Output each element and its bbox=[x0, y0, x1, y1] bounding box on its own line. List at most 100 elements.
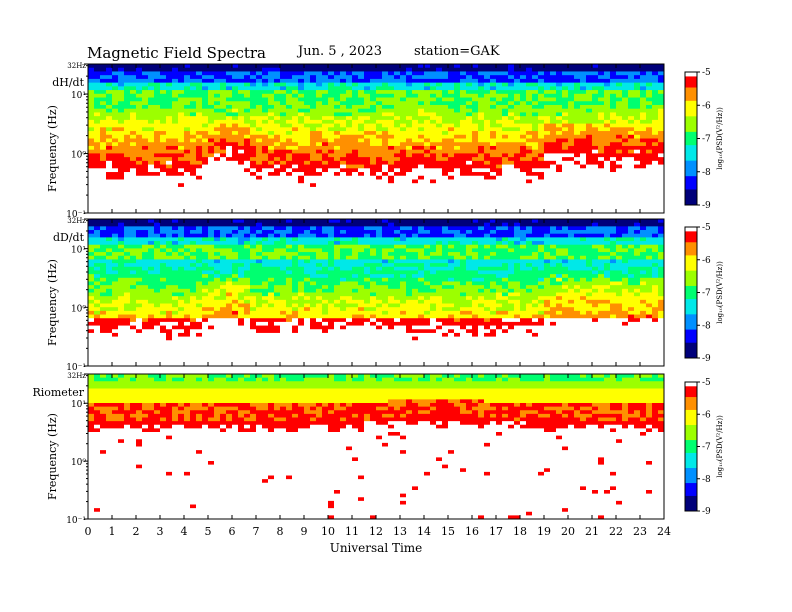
spectrogram-cell bbox=[376, 71, 383, 76]
spectrogram-cell bbox=[646, 119, 653, 125]
spectrogram-cell bbox=[370, 97, 377, 102]
spectrogram-cell bbox=[226, 198, 233, 203]
spectrogram-cell bbox=[322, 186, 329, 192]
spectrogram-cell bbox=[292, 198, 299, 203]
spectrogram-cell bbox=[208, 255, 215, 260]
spectrogram-cell bbox=[442, 186, 449, 192]
spectrogram-cell bbox=[100, 172, 107, 177]
spectrogram-cell bbox=[142, 108, 149, 113]
spectrogram-cell bbox=[172, 164, 179, 169]
spectrogram-cell bbox=[478, 75, 485, 80]
spectrogram-cell bbox=[406, 104, 413, 110]
spectrogram-cell bbox=[532, 82, 539, 87]
spectrogram-cell bbox=[202, 175, 209, 180]
spectrogram-cell bbox=[430, 90, 437, 95]
spectrogram-cell bbox=[496, 119, 503, 125]
spectrogram-cell bbox=[568, 183, 575, 188]
spectrogram-cell bbox=[388, 97, 395, 102]
spectrogram-cell bbox=[562, 127, 569, 132]
spectrogram-cell bbox=[118, 205, 125, 210]
spectrogram-cell bbox=[634, 119, 641, 125]
spectrogram-cell bbox=[130, 179, 137, 184]
spectrogram-cell bbox=[352, 97, 359, 102]
spectrogram-cell bbox=[226, 90, 233, 95]
spectrogram-cell bbox=[154, 285, 161, 290]
spectrogram-cell bbox=[214, 194, 221, 199]
spectrogram-cell bbox=[142, 292, 149, 297]
spectrogram-cell bbox=[400, 93, 407, 98]
spectrogram-cell bbox=[442, 164, 449, 169]
colorbar-cell bbox=[685, 85, 697, 89]
spectrogram-cell bbox=[316, 164, 323, 169]
spectrogram-cell bbox=[118, 285, 125, 290]
spectrogram-cell bbox=[634, 205, 641, 210]
spectrogram-cell bbox=[166, 142, 173, 147]
spectrogram-cell bbox=[154, 179, 161, 184]
spectrogram-cell bbox=[130, 142, 137, 147]
spectrogram-cell bbox=[208, 78, 215, 84]
spectrogram-cell bbox=[586, 183, 593, 188]
spectrogram-cell bbox=[634, 97, 641, 102]
spectrogram-cell bbox=[106, 281, 113, 286]
spectrogram-cell bbox=[130, 131, 137, 136]
spectrogram-cell bbox=[214, 164, 221, 169]
spectrogram-cell bbox=[196, 351, 203, 356]
spectrogram-cell bbox=[244, 179, 251, 184]
spectrogram-cell bbox=[88, 119, 95, 125]
spectrogram-cell bbox=[130, 362, 137, 367]
spectrogram-cell bbox=[190, 97, 197, 102]
panel-label: dH/dt bbox=[52, 76, 84, 89]
spectrogram-cell bbox=[100, 336, 107, 341]
spectrogram-cell bbox=[178, 288, 185, 293]
spectrogram-cell bbox=[472, 209, 479, 214]
spectrogram-cell bbox=[172, 274, 179, 279]
spectrogram-cell bbox=[604, 90, 611, 95]
spectrogram-cell bbox=[292, 160, 299, 165]
spectrogram-cell bbox=[358, 149, 365, 154]
spectrogram-cell bbox=[496, 183, 503, 188]
spectrogram-cell bbox=[214, 160, 221, 165]
spectrogram-cell bbox=[220, 219, 227, 224]
spectrogram-cell bbox=[94, 340, 101, 345]
spectrogram-cell bbox=[622, 164, 629, 169]
spectrogram-cell bbox=[166, 252, 173, 257]
spectrogram-cell bbox=[184, 274, 191, 279]
spectrogram-cell bbox=[484, 179, 491, 184]
spectrogram-cell bbox=[520, 142, 527, 147]
spectrogram-cell bbox=[604, 157, 611, 162]
spectrogram-cell bbox=[280, 93, 287, 98]
spectrogram-cell bbox=[568, 175, 575, 180]
spectrogram-cell bbox=[292, 149, 299, 154]
spectrogram-cell bbox=[580, 138, 587, 143]
spectrogram-cell bbox=[100, 241, 107, 246]
spectrogram-cell bbox=[544, 134, 551, 139]
spectrogram-cell bbox=[256, 194, 263, 199]
spectrogram-cell bbox=[94, 281, 101, 286]
spectrogram-cell bbox=[250, 168, 257, 173]
spectrogram-cell bbox=[556, 194, 563, 199]
spectrogram-cell bbox=[190, 255, 197, 260]
spectrogram-cell bbox=[316, 157, 323, 162]
spectrogram-cell bbox=[520, 78, 527, 84]
spectrogram-cell bbox=[130, 248, 137, 253]
spectrogram-cell bbox=[220, 307, 227, 312]
spectrogram-cell bbox=[244, 71, 251, 76]
spectrogram-cell bbox=[106, 153, 113, 158]
spectrogram-cell bbox=[478, 145, 485, 151]
spectrogram-cell bbox=[490, 67, 497, 72]
spectrogram-cell bbox=[190, 233, 197, 238]
spectrogram-cell bbox=[94, 354, 101, 360]
spectrogram-cell bbox=[334, 123, 341, 128]
spectrogram-cell bbox=[520, 201, 527, 206]
spectrogram-cell bbox=[490, 205, 497, 210]
spectrogram-cell bbox=[478, 194, 485, 199]
spectrogram-cell bbox=[154, 288, 161, 293]
spectrogram-cell bbox=[160, 153, 167, 158]
spectrogram-cell bbox=[226, 310, 233, 315]
spectrogram-cell bbox=[418, 160, 425, 165]
spectrogram-cell bbox=[274, 104, 281, 110]
spectrogram-cell bbox=[220, 332, 227, 338]
spectrogram-cell bbox=[364, 90, 371, 95]
spectrogram-cell bbox=[142, 186, 149, 192]
